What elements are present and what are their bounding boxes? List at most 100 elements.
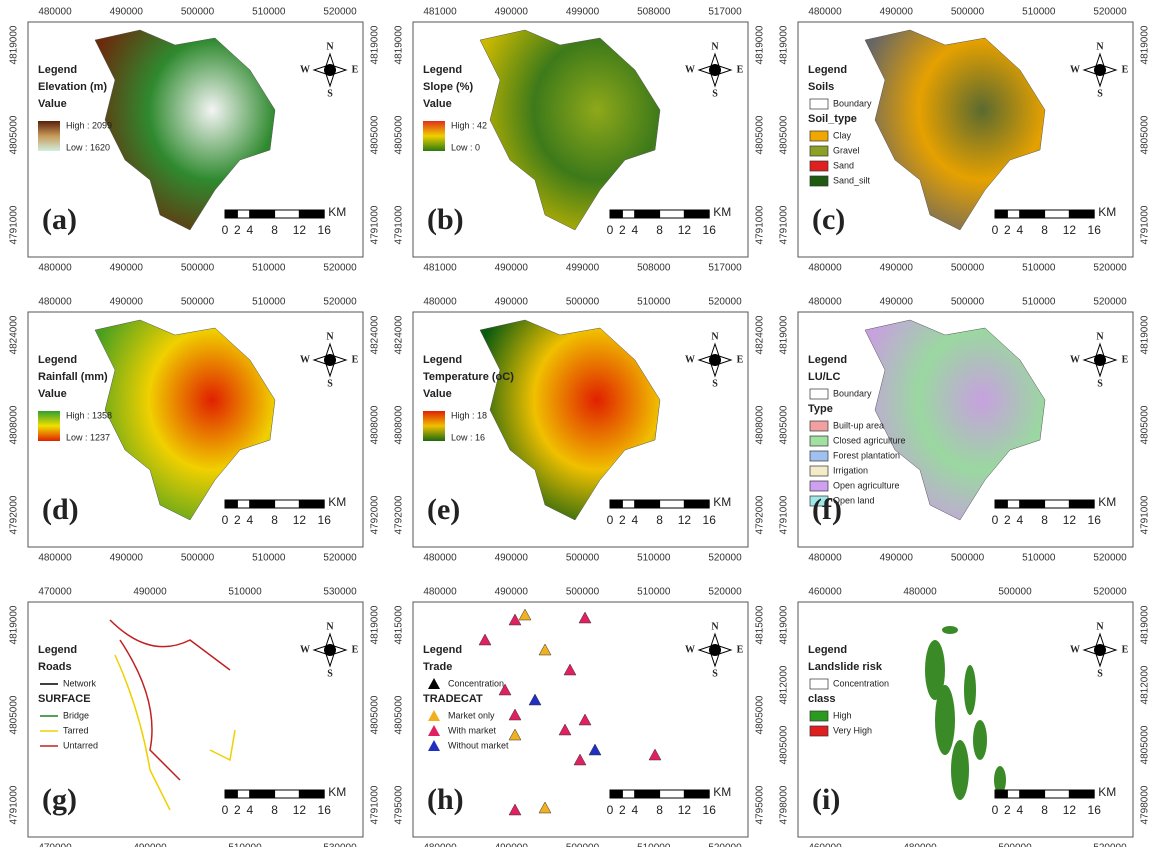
map-panel: 481000 481000 490000 490000 499000 499000 5080…	[394, 7, 766, 274]
site-marker	[538, 801, 552, 814]
panel-label: (i)	[812, 783, 840, 816]
panel-label: (h)	[427, 783, 464, 816]
scale-label: 4	[246, 803, 253, 817]
y-tick-label: 4805000	[1140, 405, 1151, 444]
north-arrow: N S E W	[1070, 621, 1129, 679]
y-tick-label: 4805000	[370, 115, 381, 154]
compass-center	[1094, 354, 1106, 366]
y-tick-label: 4805000	[755, 115, 766, 154]
site-marker	[648, 748, 662, 761]
x-tick-label: 480000	[423, 553, 457, 564]
legend-heading: Legend	[38, 64, 77, 76]
y-tick-label: 4805000	[779, 405, 790, 444]
scale-label: 2	[1004, 223, 1011, 237]
legend-ramp	[423, 121, 445, 151]
legend-heading: Rainfall (mm)	[38, 371, 108, 383]
road	[119, 639, 181, 781]
scale-label: 16	[703, 223, 717, 237]
scale-label: 12	[293, 803, 307, 817]
legend-ramp	[38, 411, 60, 441]
y-tick-label: 4808000	[370, 405, 381, 444]
x-tick-label: 520000	[1093, 587, 1127, 598]
scale-label: 8	[656, 223, 663, 237]
y-tick-label: 4805000	[779, 725, 790, 764]
scale-label: 16	[318, 513, 332, 527]
x-tick-label: 490000	[880, 7, 914, 18]
scale-label: 8	[271, 223, 278, 237]
y-tick-label: 4791000	[779, 205, 790, 244]
scale-segment	[249, 499, 276, 509]
scale-label: 0	[992, 223, 999, 237]
compass-n: N	[326, 331, 334, 342]
x-tick-label: 500000	[998, 843, 1032, 847]
scale-label: 2	[619, 513, 626, 527]
compass-w: W	[1070, 64, 1080, 75]
compass-s: S	[327, 668, 333, 679]
legend-marker	[428, 725, 440, 736]
legend-item: Built-up area	[833, 420, 884, 430]
site-marker	[508, 613, 522, 626]
x-tick-label: 510000	[252, 553, 286, 564]
x-tick-label: 490000	[495, 843, 529, 847]
scale-segment	[621, 209, 636, 219]
legend-heading: Value	[38, 388, 67, 400]
scale-segment	[609, 789, 623, 799]
scale-segment	[609, 209, 623, 219]
legend-swatch	[809, 130, 829, 142]
y-tick-label: 4805000	[394, 695, 405, 734]
compass-s: S	[712, 88, 718, 99]
legend-item: Gravel	[833, 145, 860, 155]
x-tick-label: 510000	[1022, 7, 1056, 18]
y-tick-label: 4791000	[370, 785, 381, 824]
site-marker	[578, 611, 592, 624]
legend-swatch	[809, 450, 829, 462]
x-tick-label: 510000	[1022, 297, 1056, 308]
legend-heading: Soils	[808, 81, 834, 93]
scale-segment	[1068, 499, 1095, 509]
scale-unit: KM	[328, 495, 346, 509]
y-tick-label: 4824000	[394, 315, 405, 354]
x-tick-label: 500000	[951, 7, 985, 18]
legend-low: Low : 0	[451, 142, 480, 152]
y-tick-label: 4819000	[1140, 25, 1151, 64]
scale-label: 8	[1041, 223, 1048, 237]
panel-label: (a)	[42, 203, 77, 236]
x-tick-label: 490000	[880, 297, 914, 308]
scale-unit: KM	[713, 205, 731, 219]
compass-w: W	[300, 64, 310, 75]
map-panel: 470000 470000 490000 490000 510000 510000 5300…	[9, 587, 381, 847]
x-tick-label: 500000	[181, 263, 215, 274]
legend-heading: Legend	[808, 644, 847, 656]
x-tick-label: 490000	[110, 7, 144, 18]
legend-swatch	[809, 388, 829, 400]
y-tick-label: 4812000	[1140, 665, 1151, 704]
scale-segment	[1068, 209, 1095, 219]
scale-segment	[249, 209, 276, 219]
x-tick-label: 520000	[1093, 263, 1127, 274]
x-tick-label: 480000	[38, 7, 72, 18]
y-tick-label: 4808000	[755, 405, 766, 444]
scale-segment	[1006, 789, 1021, 799]
scale-label: 0	[222, 803, 229, 817]
scale-label: 4	[246, 223, 253, 237]
y-tick-label: 4824000	[755, 315, 766, 354]
scale-label: 8	[271, 513, 278, 527]
legend-low: Low : 16	[451, 432, 485, 442]
risk-area	[935, 685, 955, 755]
x-tick-label: 520000	[708, 297, 742, 308]
legend-swatch	[809, 435, 829, 447]
map-area	[94, 29, 276, 231]
road	[114, 654, 171, 811]
compass-w: W	[685, 64, 695, 75]
scale-label: 12	[678, 223, 692, 237]
scale-label: 16	[1088, 803, 1102, 817]
legend-swatch	[809, 465, 829, 477]
site-marker	[538, 643, 552, 656]
scale-unit: KM	[713, 495, 731, 509]
scale-unit: KM	[1098, 205, 1116, 219]
legend-item: Market only	[448, 710, 495, 720]
y-tick-label: 4819000	[9, 605, 20, 644]
y-tick-label: 4805000	[1140, 115, 1151, 154]
scale-label: 4	[1016, 223, 1023, 237]
map-panel: 460000 460000 480000 480000 500000 500000 5200…	[779, 587, 1151, 847]
